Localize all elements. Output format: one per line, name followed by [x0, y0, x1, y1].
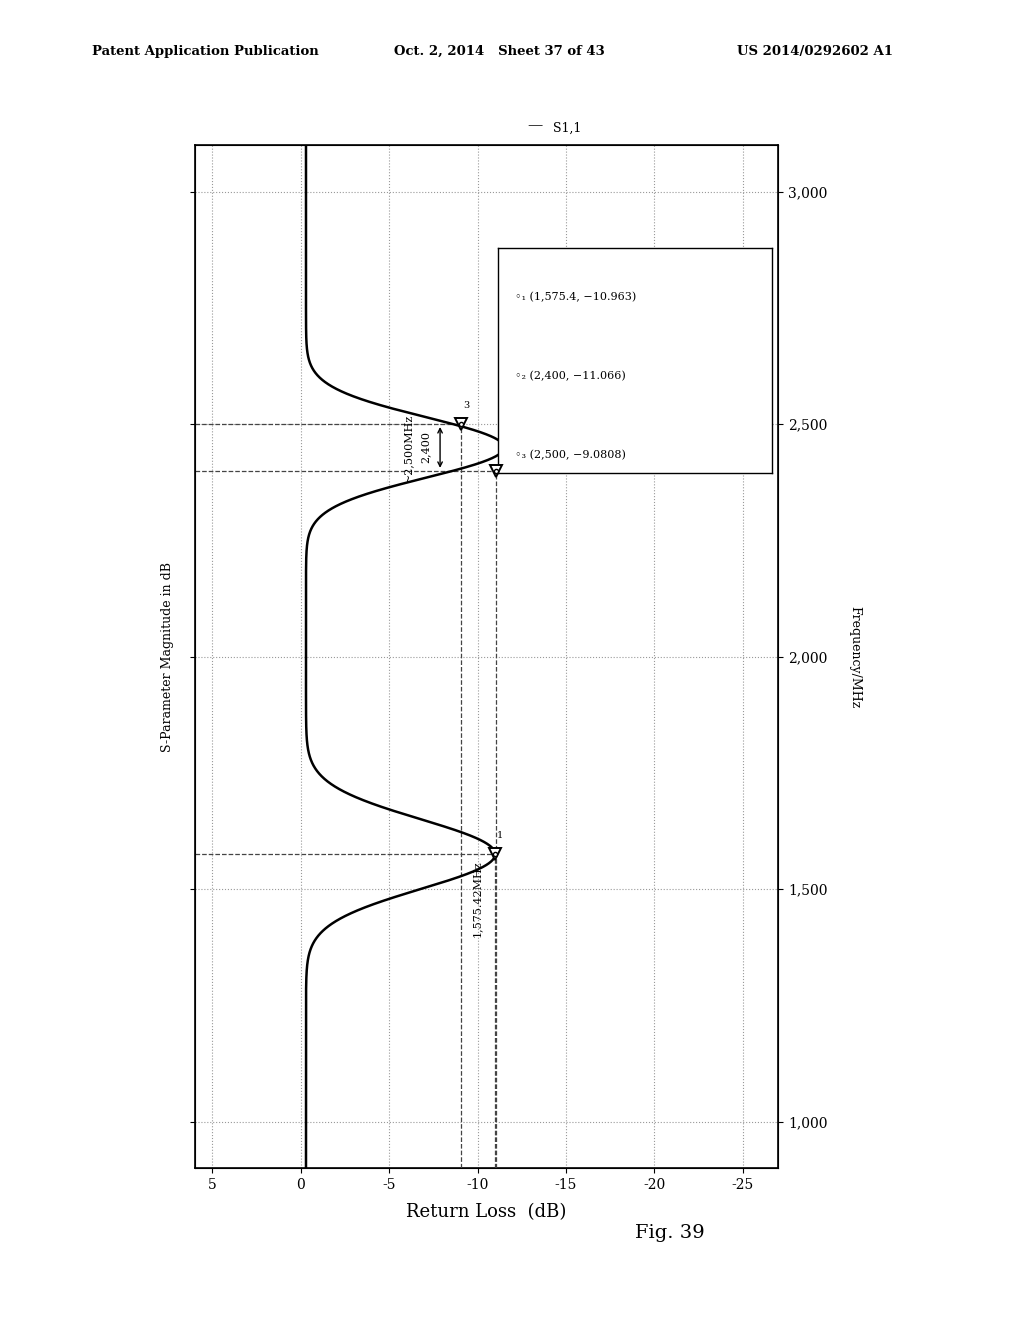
Text: 1: 1 [497, 832, 503, 841]
Text: 2: 2 [499, 447, 505, 457]
Text: —: — [527, 117, 543, 132]
Text: 3: 3 [464, 401, 470, 411]
Text: ~2,500MHz: ~2,500MHz [403, 413, 414, 482]
Text: 1,575.42MHz: 1,575.42MHz [472, 861, 482, 937]
Y-axis label: Frequency/MHz: Frequency/MHz [848, 606, 861, 708]
Text: S1,1: S1,1 [553, 121, 582, 135]
Text: Fig. 39: Fig. 39 [635, 1224, 705, 1242]
Y-axis label: S-Parameter Magnitude in dB: S-Parameter Magnitude in dB [161, 562, 174, 751]
X-axis label: Return Loss  (dB): Return Loss (dB) [407, 1203, 566, 1221]
Text: Oct. 2, 2014   Sheet 37 of 43: Oct. 2, 2014 Sheet 37 of 43 [394, 45, 605, 58]
Text: 2,400: 2,400 [421, 432, 431, 463]
Text: Patent Application Publication: Patent Application Publication [92, 45, 318, 58]
Text: US 2014/0292602 A1: US 2014/0292602 A1 [737, 45, 893, 58]
